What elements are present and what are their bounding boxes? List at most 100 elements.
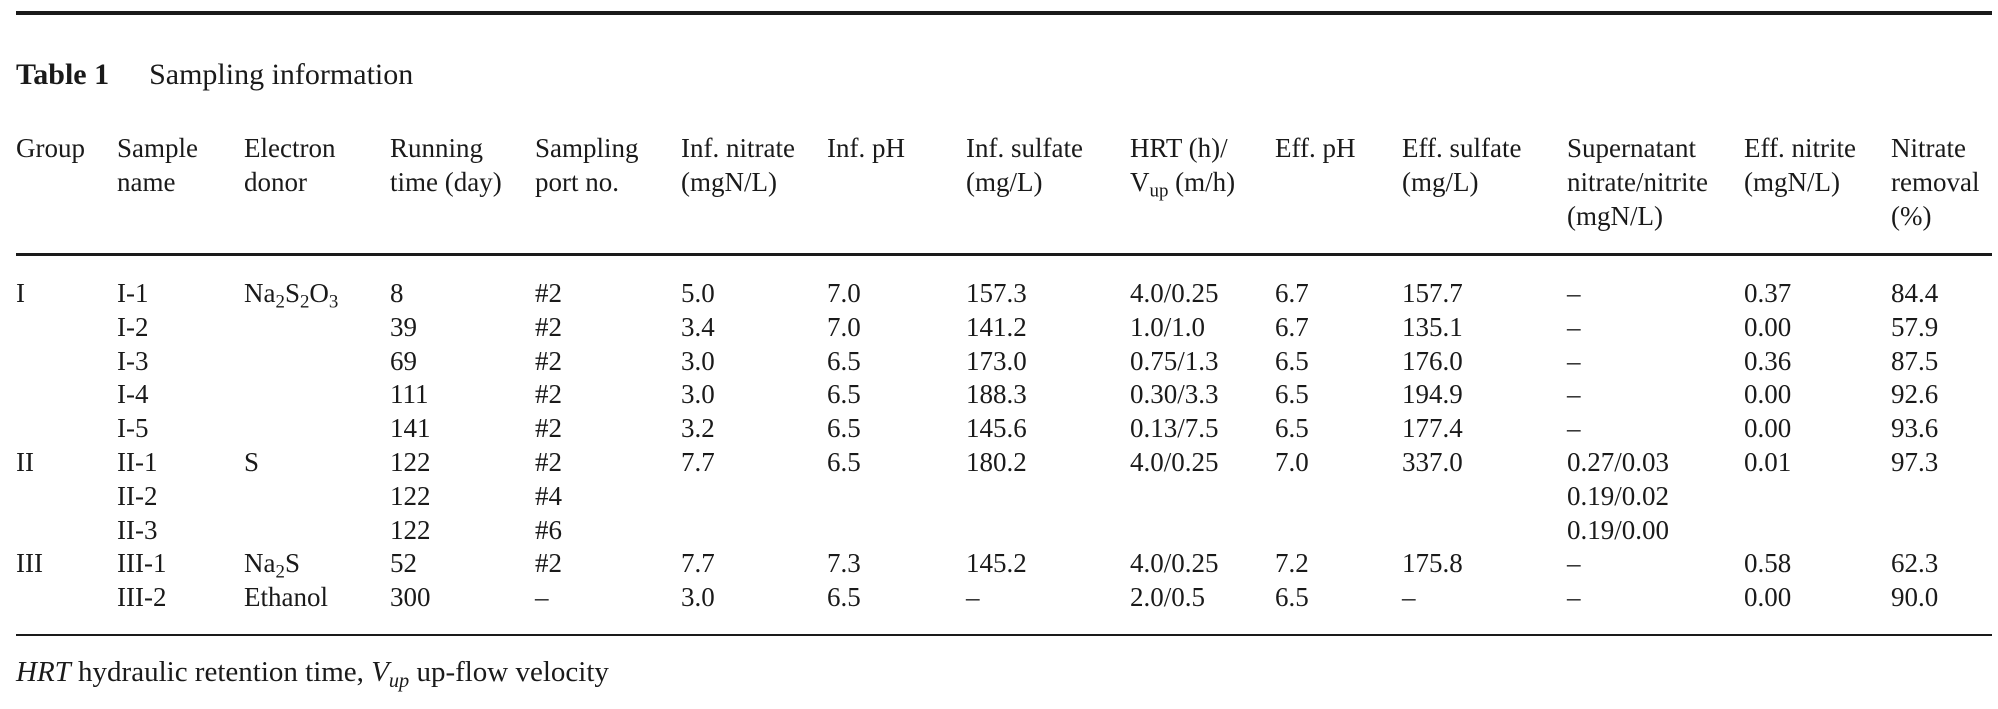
table-cell: Ethanol: [244, 582, 328, 613]
table-caption: Table 1 Sampling information: [16, 58, 413, 92]
table-cell: 173.0: [966, 345, 1027, 376]
header-cell: Eff. pH: [1275, 133, 1356, 163]
table-cell: III: [16, 548, 43, 579]
table-cell: –: [1567, 278, 1581, 308]
footnote-vup-text: up-flow velocity: [409, 656, 609, 688]
table-cell: 6.5: [1275, 413, 1309, 444]
header-cell: Eff. sulfate (mg/L): [1402, 133, 1522, 197]
table-cell: 145.6: [966, 413, 1027, 444]
table-cell: 97.3: [1891, 447, 1939, 477]
table-cell: 93.6: [1891, 413, 1939, 444]
header-cell: Inf. nitrate (mgN/L): [681, 133, 795, 197]
table-cell: 3.2: [681, 413, 715, 444]
table-cell: Na2S2O3: [244, 278, 339, 313]
table-cell: 1.0/1.0: [1130, 311, 1206, 342]
table-cell: 300: [390, 582, 431, 613]
table-cell: 7.7: [681, 447, 715, 477]
table-cell: 0.27/0.03: [1567, 447, 1670, 477]
table-cell: 6.5: [827, 379, 861, 410]
header-cell: Nitrate removal (%): [1891, 133, 1980, 231]
table-cell: 7.0: [827, 311, 861, 342]
table-cell: 111: [390, 379, 429, 410]
table-cell: Na2S: [244, 548, 300, 584]
table-cell: 0.37: [1744, 278, 1792, 308]
table-cell: 0.00: [1744, 379, 1792, 410]
table-cell: 0.00: [1744, 413, 1792, 444]
table-cell: 0.58: [1744, 548, 1792, 579]
table-cell: 157.3: [966, 278, 1027, 308]
table-cell: 8: [390, 278, 404, 308]
table-cell: 3.0: [681, 345, 715, 376]
table-cell: 5.0: [681, 278, 715, 308]
header-cell: Eff. nitrite (mgN/L): [1744, 133, 1856, 197]
table-cell: 0.01: [1744, 447, 1792, 477]
table-cell: 3.4: [681, 311, 715, 342]
table-cell: #2: [535, 345, 562, 376]
table-cell: 180.2: [966, 447, 1027, 477]
header-cell: Group: [16, 133, 85, 163]
table-cell: 177.4: [1402, 413, 1463, 444]
table-top-rule: [16, 11, 1992, 15]
table-cell: II: [16, 447, 34, 477]
table-cell: 7.2: [1275, 548, 1309, 579]
table-cell: 7.7: [681, 548, 715, 579]
table-cell: #2: [535, 278, 562, 308]
footnote-hrt-text: hydraulic retention time,: [70, 656, 372, 688]
table-cell: –: [1402, 582, 1416, 613]
table-cell: 3.0: [681, 582, 715, 613]
table-cell: –: [1567, 582, 1581, 613]
table-title: Sampling information: [149, 58, 414, 91]
table-cell: 7.0: [1275, 447, 1309, 477]
table-cell: 84.4: [1891, 278, 1939, 308]
table-cell: III-2: [117, 582, 167, 613]
table-cell: #2: [535, 311, 562, 342]
table-cell: II-2: [117, 480, 158, 511]
header-cell: Inf. sulfate (mg/L): [966, 133, 1083, 197]
table-cell: #2: [535, 413, 562, 444]
table-cell: 188.3: [966, 379, 1027, 410]
header-cell: HRT (h)/Vup (m/h): [1130, 133, 1236, 202]
table-cell: 7.0: [827, 278, 861, 308]
table-cell: I-2: [117, 311, 149, 342]
table-cell: 122: [390, 480, 431, 511]
footnote-hrt-abbr: HRT: [16, 656, 71, 688]
header-cell: Running time (day): [390, 133, 502, 197]
table-cell: 52: [390, 548, 417, 579]
table-cell: II-1: [117, 447, 158, 477]
table-cell: 4.0/0.25: [1130, 447, 1219, 477]
footnote-vup-abbr: Vup: [371, 656, 410, 693]
table-cell: #2: [535, 548, 562, 579]
table-cell: 0.30/3.3: [1130, 379, 1219, 410]
table-cell: 6.7: [1275, 311, 1309, 342]
table-cell: 39: [390, 311, 417, 342]
table-cell: 90.0: [1891, 582, 1939, 613]
table-cell: 6.5: [827, 345, 861, 376]
table-cell: 141: [390, 413, 431, 444]
table-cell: 69: [390, 345, 417, 376]
table-cell: III-1: [117, 548, 167, 579]
table-cell: 6.7: [1275, 278, 1309, 308]
table-cell: I: [16, 278, 25, 308]
header-cell: Supernatant nitrate/nitrite (mgN/L): [1567, 133, 1708, 231]
table-cell: 0.00: [1744, 582, 1792, 613]
table-cell: 2.0/0.5: [1130, 582, 1206, 613]
table-cell: 0.36: [1744, 345, 1792, 376]
table-cell: –: [1567, 379, 1581, 410]
table-cell: 57.9: [1891, 311, 1939, 342]
table-bottom-rule: [16, 634, 1992, 636]
table-cell: I-4: [117, 379, 149, 410]
table-cell: 141.2: [966, 311, 1027, 342]
table-cell: 135.1: [1402, 311, 1463, 342]
table-cell: 6.5: [827, 413, 861, 444]
table-cell: –: [1567, 311, 1581, 342]
table-cell: I-5: [117, 413, 149, 444]
table-cell: 0.19/0.00: [1567, 514, 1670, 545]
table-cell: 6.5: [1275, 379, 1309, 410]
table-cell: #2: [535, 379, 562, 410]
table-cell: –: [1567, 345, 1581, 376]
table-cell: –: [966, 582, 980, 613]
table-cell: 194.9: [1402, 379, 1463, 410]
table-cell: 157.7: [1402, 278, 1463, 308]
table-cell: I-1: [117, 278, 149, 308]
header-cell: Sample name: [117, 133, 198, 197]
